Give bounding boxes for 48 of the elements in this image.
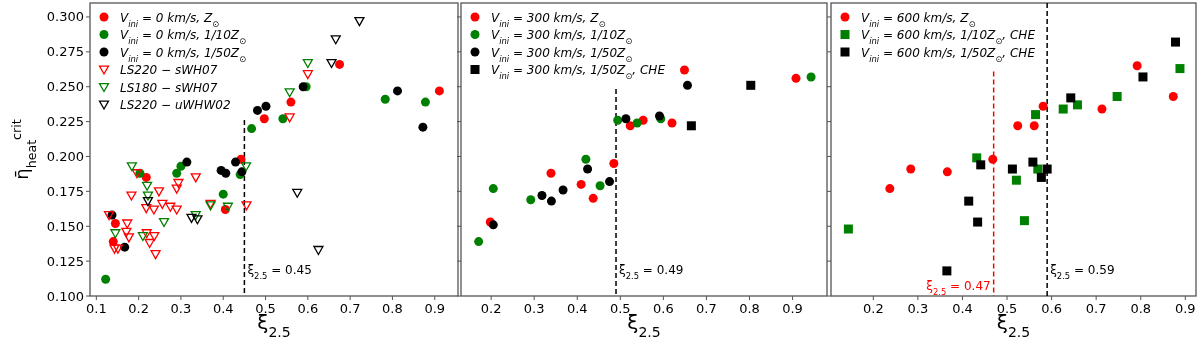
- x-tick-label: 0.6: [653, 301, 674, 316]
- legend-label: V$_{ini}$ = 300 km/s, 1/10Z$_{⊙}$: [491, 28, 633, 46]
- y-tick-label: 0.300: [46, 9, 84, 25]
- y-tick-label: 0.175: [46, 183, 84, 199]
- x-tick-label: 0.2: [480, 301, 502, 316]
- x-tick-label: 0.7: [696, 301, 717, 316]
- legend-label: LS220 − sWH07: [120, 63, 218, 77]
- x-tick-label: 0.4: [212, 301, 234, 316]
- x-tick-label: 0.8: [382, 301, 403, 316]
- ref-line-label: ξ$_{2.5}$ = 0.45: [247, 263, 312, 281]
- x-tick-label: 0.6: [297, 301, 319, 316]
- x-tick-label: 0.9: [1174, 301, 1196, 316]
- legend-label: V$_{ini}$ = 300 km/s, 1/50Z$_{⊙}$, CHE: [491, 63, 666, 81]
- x-tick-label: 0.4: [952, 301, 973, 316]
- x-tick-label: 0.6: [1041, 301, 1062, 316]
- y-tick-label: 0.200: [46, 148, 84, 164]
- legend-label: V$_{ini}$ = 0 km/s, Z$_{⊙}$: [120, 10, 220, 29]
- legend-label: V$_{ini}$ = 600 km/s, Z$_{⊙}$: [861, 10, 976, 29]
- x-tick-label: 0.3: [523, 301, 545, 316]
- y-tick-label: 0.275: [46, 44, 84, 60]
- legend-label: LS220 − uWHW02: [120, 98, 231, 112]
- x-tick-label: 0.7: [1085, 301, 1107, 316]
- x-tick-label: 0.8: [739, 301, 760, 316]
- ref-line-label: ξ$_{2.5}$ = 0.59: [1050, 263, 1115, 281]
- x-tick-label: 0.8: [1130, 301, 1152, 316]
- x-tick-label: 0.7: [339, 301, 361, 316]
- y-tick-label: 0.150: [46, 218, 84, 234]
- legend-label: V$_{ini}$ = 600 km/s, 1/50Z$_{⊙}$, CHE: [861, 45, 1036, 64]
- x-tick-label: 0.2: [128, 301, 149, 316]
- x-tick-label: 0.9: [424, 301, 446, 316]
- x-tick-label: 0.3: [907, 301, 929, 316]
- legend-label: V$_{ini}$ = 600 km/s, 1/10Z$_{⊙}$, CHE: [861, 28, 1036, 46]
- y-tick-label: 0.100: [46, 288, 84, 304]
- y-tick-label: 0.125: [46, 253, 84, 269]
- x-tick-label: 0.1: [86, 301, 107, 316]
- ref-line-label: ξ$_{2.5}$ = 0.47: [926, 279, 991, 297]
- legend-label: V$_{ini}$ = 300 km/s, Z$_{⊙}$: [491, 10, 606, 29]
- y-tick-label: 0.250: [46, 79, 84, 95]
- x-tick-label: 0.9: [782, 301, 803, 316]
- ref-line-label: ξ$_{2.5}$ = 0.49: [619, 263, 684, 281]
- x-tick-label: 0.3: [170, 301, 192, 316]
- x-tick-label: 0.4: [566, 301, 588, 316]
- x-tick-label: 0.2: [862, 301, 884, 316]
- legend-label: V$_{ini}$ = 0 km/s, 1/50Z$_{⊙}$: [120, 45, 247, 64]
- legend-label: V$_{ini}$ = 300 km/s, 1/50Z$_{⊙}$: [491, 45, 633, 64]
- legend-label: LS180 − sWH07: [120, 80, 218, 95]
- legend-label: V$_{ini}$ = 0 km/s, 1/10Z$_{⊙}$: [120, 28, 247, 46]
- y-tick-label: 0.225: [46, 114, 84, 130]
